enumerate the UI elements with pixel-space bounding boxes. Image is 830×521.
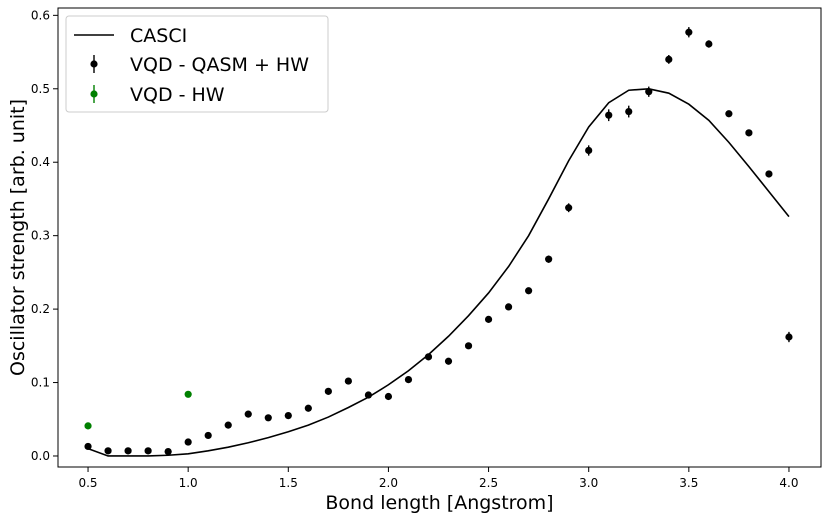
plot-area [84, 27, 793, 457]
data-point-vqd-qasm-hw [204, 431, 212, 440]
legend-box [65, 15, 329, 113]
data-point-vqd-qasm-hw [164, 447, 172, 456]
x-tick-label: 4.0 [779, 476, 798, 490]
data-point-vqd-qasm-hw [184, 438, 192, 446]
legend-label-vqd-hw: VQD - HW [130, 84, 225, 106]
x-tick-label: 1.0 [179, 476, 198, 490]
y-tick-label: 0.2 [31, 302, 50, 316]
data-point-vqd-qasm-hw [685, 28, 693, 36]
x-tick-label: 3.0 [579, 476, 598, 490]
data-point-vqd-qasm-hw [484, 315, 493, 323]
y-tick-label: 0.1 [31, 376, 50, 390]
data-point-vqd-qasm-hw [705, 40, 713, 48]
data-point-vqd-qasm-hw [585, 146, 593, 155]
data-point-vqd-qasm-hw [605, 111, 613, 119]
y-axis-label: Oscillator strength [arb. unit] [7, 99, 29, 376]
x-tick-label: 2.0 [379, 476, 398, 490]
legend: CASCI VQD - QASM + HW VQD - HW [65, 15, 329, 113]
y-tick-label: 0.4 [31, 155, 50, 169]
data-point-vqd-qasm-hw [785, 333, 793, 341]
data-point-vqd-qasm-hw [224, 421, 232, 429]
data-point-vqd-qasm-hw [284, 411, 292, 420]
y-tick-label: 0.5 [31, 82, 50, 96]
data-point-vqd-qasm-hw [324, 387, 332, 395]
data-point-vqd-qasm-hw [645, 88, 653, 96]
data-point-vqd-qasm-hw [424, 353, 433, 361]
data-point-vqd-qasm-hw [84, 442, 92, 451]
data-point-vqd-qasm-hw [525, 287, 533, 295]
data-point-vqd-qasm-hw [364, 391, 373, 399]
data-point-vqd-qasm-hw [565, 204, 573, 212]
data-point-vqd-qasm-hw [384, 392, 393, 401]
y-axis: 0.0 0.1 0.2 0.3 0.4 0.5 0.6 [31, 8, 58, 463]
x-axis-label: Bond length [Angstrom] [325, 492, 553, 514]
x-tick-label: 1.5 [279, 476, 298, 490]
data-point-vqd-qasm-hw [625, 107, 633, 116]
legend-marker-vqd-hw [90, 85, 98, 103]
data-point-vqd-hw [184, 390, 192, 398]
x-tick-label: 0.5 [78, 476, 97, 490]
data-point-vqd-qasm-hw [504, 303, 513, 311]
data-point-vqd-qasm-hw [665, 55, 673, 64]
legend-label-vqd-qasm-hw: VQD - QASM + HW [130, 54, 309, 76]
data-point-vqd-qasm-hw [444, 357, 453, 365]
y-tick-label: 0.0 [31, 449, 50, 463]
data-point-vqd-qasm-hw [745, 129, 753, 137]
x-axis: 0.5 1.0 1.5 2.0 2.5 3.0 3.5 4.0 [78, 467, 799, 490]
data-point-vqd-qasm-hw [304, 404, 312, 412]
data-point-vqd-qasm-hw [344, 377, 352, 385]
series-line-casci [87, 87, 790, 457]
x-tick-label: 3.5 [679, 476, 698, 490]
data-point-vqd-qasm-hw [765, 170, 773, 178]
y-tick-label: 0.3 [31, 229, 50, 243]
y-tick-label: 0.6 [31, 8, 50, 22]
axes-frame [57, 7, 822, 468]
data-point-vqd-qasm-hw [464, 342, 473, 350]
data-point-vqd-qasm-hw [545, 255, 553, 263]
x-tick-label: 2.5 [479, 476, 498, 490]
data-point-vqd-qasm-hw [144, 447, 152, 455]
data-point-vqd-qasm-hw [725, 110, 733, 118]
data-point-vqd-qasm-hw [104, 447, 112, 455]
data-point-vqd-qasm-hw [264, 414, 272, 422]
data-point-vqd-qasm-hw [244, 410, 252, 418]
legend-point [90, 60, 98, 68]
data-point-vqd-qasm-hw [404, 376, 413, 384]
data-point-vqd-qasm-hw [124, 447, 132, 455]
legend-marker-vqd-qasm-hw [90, 55, 98, 73]
legend-point [90, 90, 98, 98]
data-point-vqd-hw [84, 422, 92, 430]
legend-label-casci: CASCI [130, 25, 187, 47]
